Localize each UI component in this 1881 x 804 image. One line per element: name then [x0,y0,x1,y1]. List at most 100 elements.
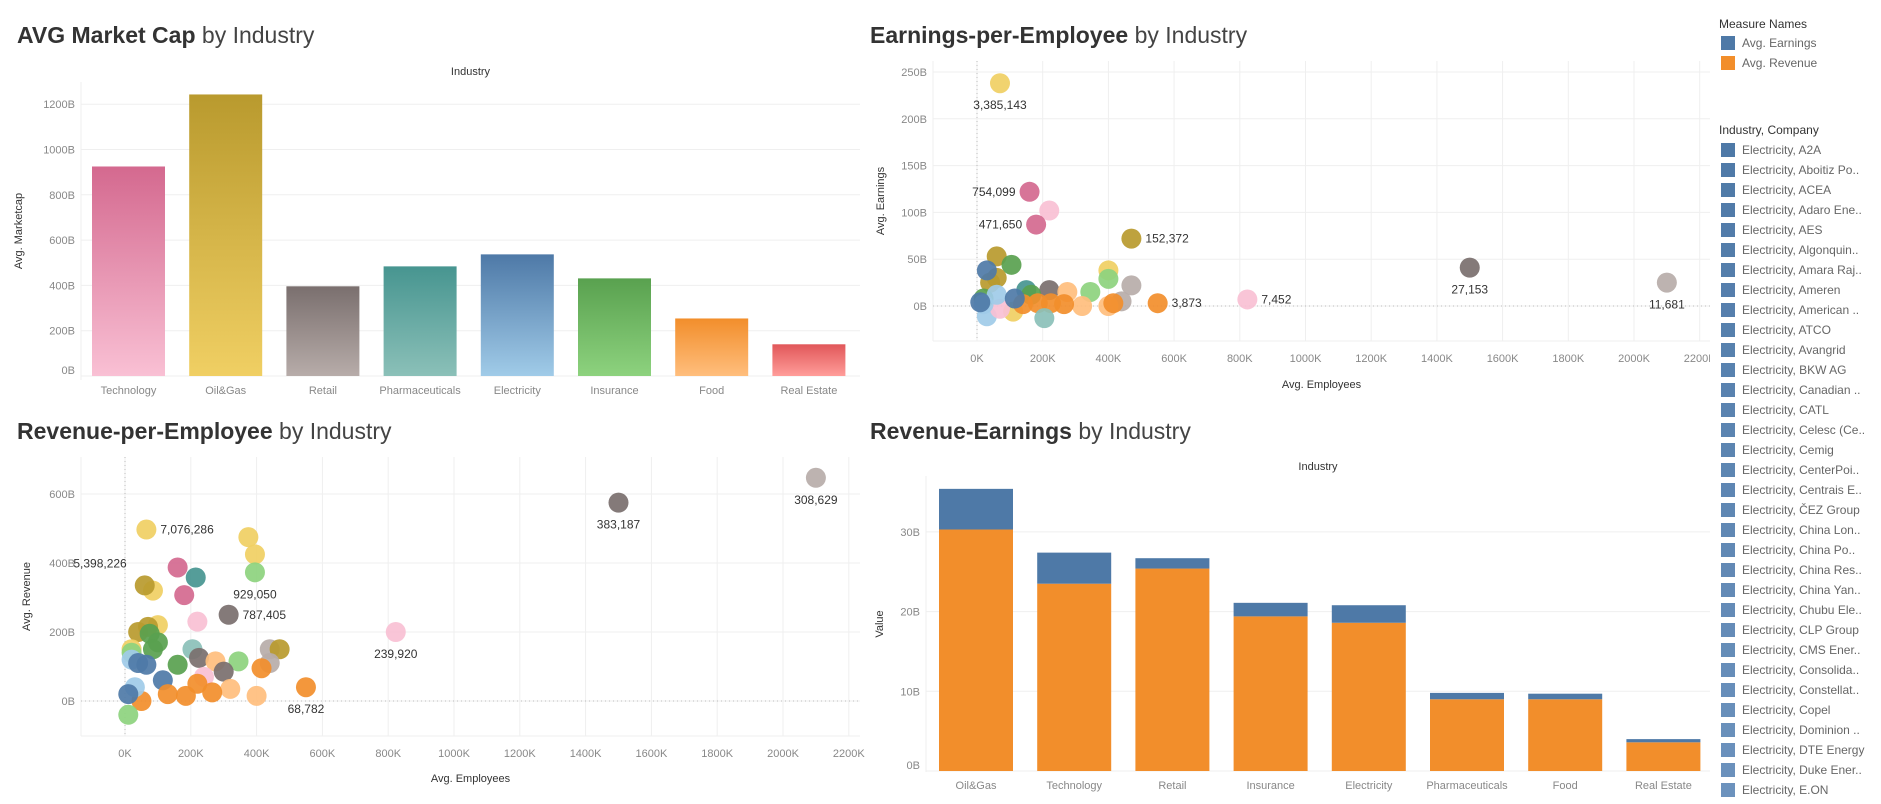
legend-item-company[interactable]: Electricity, ČEZ Group [1721,502,1860,518]
legend-item-company[interactable]: Electricity, ATCO [1721,322,1831,338]
legend-item-company[interactable]: Electricity, Celesc (Ce.. [1721,422,1865,438]
legend-label: Electricity, Consolida.. [1742,663,1860,677]
data-point [244,544,265,565]
data-label: 7,076,286 [160,523,214,537]
legend-item-company[interactable]: Electricity, Constellat.. [1721,682,1859,698]
data-point [608,492,629,513]
y-tick-label: 0B [62,365,75,377]
legend-label: Electricity, Canadian .. [1742,383,1861,397]
color-swatch [1721,283,1735,297]
legend-label: Electricity, China Lon.. [1742,523,1861,537]
legend-item-company[interactable]: Electricity, CenterPoi.. [1721,462,1859,478]
bar-segment-revenue [1528,699,1603,771]
color-swatch [1721,223,1735,237]
legend-label: Electricity, CATL [1742,403,1829,417]
x-tick-label: 1000K [1290,353,1322,365]
y-tick-label: 600B [49,235,75,247]
legend-item-company[interactable]: Electricity, Avangrid [1721,342,1846,358]
legend-label: Electricity, Centrais E.. [1742,483,1862,497]
data-point [228,651,249,672]
y-tick-label: 20B [900,607,920,619]
legend-label: Electricity, CLP Group [1742,623,1859,637]
legend-item-company[interactable]: Electricity, American .. [1721,302,1859,318]
bar-segment-revenue [939,529,1013,771]
legend-item-company[interactable]: Electricity, Adaro Ene.. [1721,202,1862,218]
measure-names-legend-title: Measure Names [1719,17,1808,31]
legend-item-company[interactable]: Electricity, Ameren [1721,282,1840,298]
x-tick-label: 1200K [1355,353,1387,365]
legend-item-company[interactable]: Electricity, CATL [1721,402,1829,418]
bar-retail [286,286,360,376]
x-tick-label: 2000K [1618,353,1650,365]
legend-item-company[interactable]: Electricity, China Yan.. [1721,582,1861,598]
y-tick-label: 800B [49,190,75,202]
color-swatch [1721,663,1735,677]
legend-label: Electricity, American .. [1742,303,1860,317]
legend-label: Electricity, China Po.. [1742,543,1856,557]
industry-company-legend-title: Industry, Company [1719,123,1819,137]
legend-label: Electricity, Avangrid [1742,343,1846,357]
legend-item-company[interactable]: Electricity, AES [1721,222,1822,238]
data-label: 239,920 [374,647,418,661]
color-swatch [1721,683,1735,697]
legend-item-company[interactable]: Electricity, China Po.. [1721,542,1855,558]
legend-item-company[interactable]: Electricity, Consolida.. [1721,662,1859,678]
legend-item-company[interactable]: Electricity, CMS Ener.. [1721,642,1860,658]
x-tick-label: 2200K [1684,353,1710,365]
legend-item-company[interactable]: Electricity, E.ON [1721,782,1828,798]
bar-segment-revenue [1135,568,1210,771]
color-swatch [1721,243,1735,257]
y-axis-label: Avg. Earnings [875,166,887,235]
data-point [1072,296,1093,316]
y-tick-label: 1200B [43,99,75,111]
legend-item-company[interactable]: Electricity, China Res.. [1721,562,1862,578]
legend-item-company[interactable]: Electricity, A2A [1721,142,1821,158]
x-tick-label: 200K [1030,353,1056,365]
color-swatch [1721,323,1735,337]
legend-label: Electricity, BKW AG [1742,363,1847,377]
color-swatch [1721,263,1735,277]
data-point [220,678,241,699]
data-label: 471,650 [979,218,1023,232]
data-label: 68,782 [288,702,325,716]
legend-item-company[interactable]: Electricity, Copel [1721,702,1830,718]
data-point [1147,293,1168,314]
legend-item-company[interactable]: Electricity, Centrais E.. [1721,482,1862,498]
legend-item-company[interactable]: Electricity, ACEA [1721,182,1831,198]
x-category-label: Retail [309,385,337,397]
legend-item-company[interactable]: Electricity, Aboitiz Po.. [1721,162,1859,178]
legend-item-measure[interactable]: Avg. Revenue [1721,55,1817,71]
legend-item-measure[interactable]: Avg. Earnings [1721,35,1817,51]
legend-item-company[interactable]: Electricity, CLP Group [1721,622,1859,638]
x-category-label: Insurance [590,385,638,397]
legend-item-company[interactable]: Electricity, Dominion .. [1721,722,1860,738]
x-category-label: Oil&Gas [956,780,997,792]
color-swatch [1721,303,1735,317]
legend-item-company[interactable]: Electricity, Canadian .. [1721,382,1861,398]
color-swatch [1721,563,1735,577]
column-header: Industry [1298,461,1338,473]
color-swatch [1721,543,1735,557]
x-tick-label: 200K [178,748,204,760]
color-swatch [1721,383,1735,397]
legend-item-company[interactable]: Electricity, China Lon.. [1721,522,1861,538]
legend-item-company[interactable]: Electricity, Cemig [1721,442,1834,458]
y-tick-label: 150B [901,161,927,173]
legend-item-company[interactable]: Electricity, BKW AG [1721,362,1846,378]
legend-item-company[interactable]: Electricity, DTE Energy [1721,742,1864,758]
data-label: 787,405 [243,608,287,622]
color-swatch [1721,443,1735,457]
x-category-label: Food [699,385,724,397]
color-swatch [1721,363,1735,377]
color-swatch [1721,583,1735,597]
y-tick-label: 10B [900,686,920,698]
legend-item-company[interactable]: Electricity, Algonquin.. [1721,242,1859,258]
x-tick-label: 0K [118,748,132,760]
color-swatch [1721,203,1735,217]
legend-item-company[interactable]: Electricity, Chubu Ele.. [1721,602,1862,618]
legend-item-company[interactable]: Electricity, Duke Ener.. [1721,762,1862,778]
legend-item-company[interactable]: Electricity, Amara Raj.. [1721,262,1862,278]
y-tick-label: 100B [901,207,927,219]
legend-label: Electricity, Cemig [1742,443,1834,457]
bar-segment-revenue [1626,742,1701,771]
